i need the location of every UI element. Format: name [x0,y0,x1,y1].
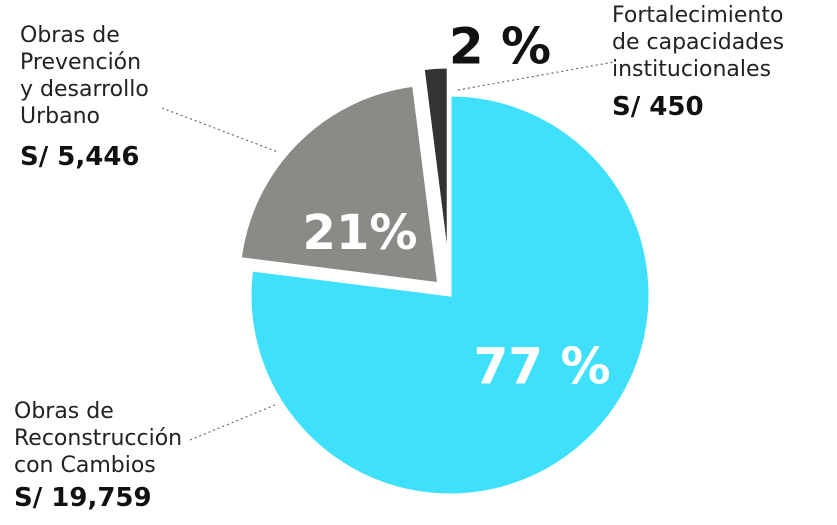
percent-label: 77 % [473,338,610,396]
leader-line [457,61,615,91]
amount-label: S/ 5,446 [20,142,140,172]
leader-line [189,404,276,441]
pie-slice [248,93,652,497]
percent-label: 21% [303,205,418,261]
amount-label: S/ 19,759 [14,483,152,513]
pie-slice [238,83,441,286]
category-label: Obras de Reconstrucción con Cambios [14,399,183,478]
category-label: Obras de Prevención y desarrollo Urbano [20,23,149,129]
percent-label: 2 % [449,18,551,76]
category-label: Fortalecimiento de capacidades instituci… [612,3,785,82]
amount-label: S/ 450 [612,92,704,122]
pie-slice [421,65,450,268]
leader-line [161,107,279,153]
